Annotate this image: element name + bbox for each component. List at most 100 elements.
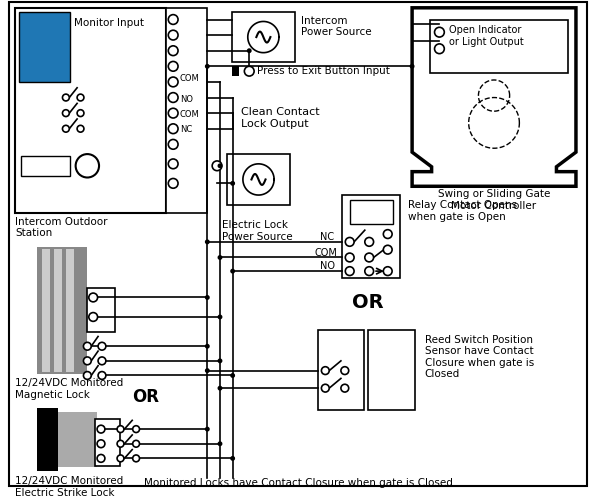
Circle shape — [365, 253, 374, 262]
Circle shape — [218, 442, 222, 446]
Text: Monitor Input: Monitor Input — [74, 18, 144, 28]
Text: Intercom
Power Source: Intercom Power Source — [301, 16, 371, 37]
Bar — [21, 156, 70, 176]
Circle shape — [133, 455, 139, 462]
Circle shape — [97, 440, 105, 448]
Text: Relay Contact Opens
when gate is Open: Relay Contact Opens when gate is Open — [408, 200, 517, 222]
Circle shape — [230, 373, 235, 378]
Circle shape — [345, 266, 354, 276]
Circle shape — [168, 14, 178, 24]
Circle shape — [409, 64, 415, 69]
Circle shape — [341, 384, 349, 392]
Circle shape — [230, 181, 235, 186]
Circle shape — [230, 456, 235, 461]
Bar — [227, 154, 290, 205]
Circle shape — [83, 357, 91, 365]
Text: OR: OR — [132, 388, 159, 406]
Text: COM: COM — [315, 248, 337, 258]
Circle shape — [133, 426, 139, 432]
Text: NO: NO — [180, 95, 193, 104]
Bar — [15, 8, 166, 212]
Circle shape — [97, 425, 105, 433]
Text: Press to Exit Button Input: Press to Exit Button Input — [257, 66, 390, 76]
Circle shape — [83, 372, 91, 380]
Circle shape — [98, 342, 106, 350]
Circle shape — [168, 159, 178, 168]
Circle shape — [365, 266, 374, 276]
Circle shape — [205, 344, 210, 348]
Bar — [350, 200, 393, 224]
Circle shape — [383, 230, 392, 238]
Circle shape — [98, 372, 106, 380]
Circle shape — [168, 140, 178, 149]
Text: Swing or Sliding Gate
Motor Controller: Swing or Sliding Gate Motor Controller — [438, 189, 550, 211]
Text: Clean Contact
Lock Output: Clean Contact Lock Output — [241, 108, 320, 129]
Circle shape — [244, 66, 254, 76]
Bar — [66, 248, 74, 372]
Circle shape — [218, 164, 222, 168]
Circle shape — [230, 268, 235, 274]
Text: Open Indicator
or Light Output: Open Indicator or Light Output — [449, 26, 524, 47]
Circle shape — [218, 255, 222, 260]
Circle shape — [63, 110, 69, 116]
Bar — [54, 248, 62, 372]
Circle shape — [117, 455, 124, 462]
Circle shape — [117, 426, 124, 432]
Bar — [232, 66, 240, 76]
Bar — [232, 12, 295, 63]
Circle shape — [168, 92, 178, 102]
Circle shape — [97, 454, 105, 462]
Circle shape — [63, 126, 69, 132]
Circle shape — [205, 426, 210, 432]
Bar — [318, 330, 364, 409]
Circle shape — [218, 358, 222, 364]
Bar — [36, 408, 58, 471]
Text: COM: COM — [180, 74, 200, 84]
Bar — [166, 8, 207, 212]
Circle shape — [205, 240, 210, 244]
Circle shape — [89, 293, 98, 302]
Bar — [36, 246, 88, 374]
Circle shape — [168, 178, 178, 188]
Circle shape — [247, 48, 252, 53]
Circle shape — [133, 440, 139, 447]
Text: Electric Lock
Power Source: Electric Lock Power Source — [222, 220, 293, 242]
Text: NO: NO — [321, 262, 336, 272]
Circle shape — [77, 94, 84, 101]
Circle shape — [168, 124, 178, 134]
Text: Intercom Outdoor
Station: Intercom Outdoor Station — [15, 216, 108, 238]
Circle shape — [205, 368, 210, 373]
Circle shape — [117, 440, 124, 447]
Circle shape — [218, 386, 222, 390]
Bar — [58, 412, 97, 467]
Circle shape — [434, 44, 444, 54]
Circle shape — [77, 110, 84, 116]
Bar — [42, 248, 50, 372]
Bar — [368, 330, 415, 409]
Text: OR: OR — [352, 292, 384, 312]
Text: Monitored Locks have Contact Closure when gate is Closed: Monitored Locks have Contact Closure whe… — [144, 478, 452, 488]
Circle shape — [345, 253, 354, 262]
Circle shape — [365, 238, 374, 246]
Circle shape — [168, 46, 178, 56]
Circle shape — [212, 161, 222, 170]
Circle shape — [321, 366, 329, 374]
Circle shape — [345, 238, 354, 246]
Circle shape — [218, 314, 222, 320]
Circle shape — [383, 246, 392, 254]
Circle shape — [76, 154, 99, 178]
Bar — [88, 288, 114, 332]
Circle shape — [205, 295, 210, 300]
Circle shape — [383, 266, 392, 276]
Bar — [342, 195, 401, 278]
Text: Reed Switch Position
Sensor have Contact
Closure when gate is
Closed: Reed Switch Position Sensor have Contact… — [425, 334, 534, 380]
Text: NC: NC — [180, 125, 193, 134]
Polygon shape — [412, 8, 576, 186]
Bar — [430, 20, 568, 73]
Circle shape — [434, 28, 444, 37]
Circle shape — [341, 366, 349, 374]
Circle shape — [168, 62, 178, 71]
Bar — [95, 420, 120, 466]
Circle shape — [89, 312, 98, 322]
Circle shape — [168, 108, 178, 118]
